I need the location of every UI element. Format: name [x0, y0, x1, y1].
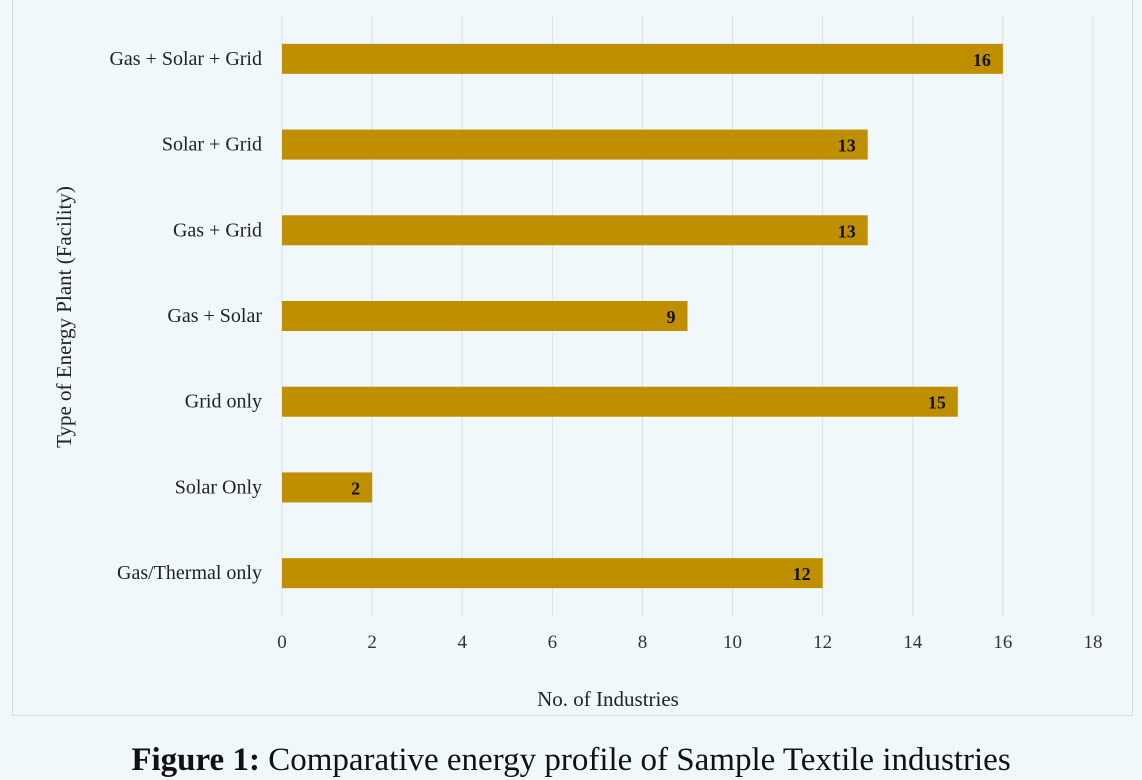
bar: [282, 129, 868, 160]
bar-chart: 16 13 13 9 15 2 12 Gas + Solar + Grid Solar + G…: [52, 16, 1103, 711]
figure-caption: Figure 1: Comparative energy profile of …: [0, 742, 1142, 779]
category-label: Solar Only: [175, 476, 262, 498]
x-tick-label: 16: [993, 632, 1012, 653]
x-tick-label: 18: [1084, 632, 1103, 653]
caption-label: Figure 1:: [131, 742, 260, 778]
chart-frame: [12, 0, 1133, 716]
x-tick-label: 4: [457, 632, 467, 653]
x-tick-label: 2: [367, 632, 377, 653]
x-tick-label: 14: [903, 632, 923, 653]
x-tick-label: 8: [638, 632, 648, 653]
caption-text: Comparative energy profile of Sample Tex…: [268, 742, 1011, 778]
x-tick-label: 6: [548, 632, 558, 653]
category-label: Gas/Thermal only: [117, 562, 262, 584]
category-label: Solar + Grid: [162, 134, 262, 156]
bar: [282, 386, 958, 417]
bar-data-label: 2: [351, 478, 360, 498]
x-tick-label: 10: [723, 632, 742, 653]
x-tick-label: 12: [813, 632, 832, 653]
bars: 16 13 13 9 15 2 12: [282, 43, 1003, 589]
bar: [282, 558, 823, 589]
bar-data-label: 13: [838, 136, 856, 156]
category-label: Gas + Solar: [167, 305, 262, 327]
bar: [282, 301, 688, 331]
x-tick-labels: 0 2 4 6 8 10 12 14 16 18: [277, 632, 1102, 653]
category-label: Gas + Grid: [173, 219, 262, 241]
bar: [282, 43, 1003, 74]
bar-data-label: 15: [928, 393, 946, 413]
bar-data-label: 9: [667, 307, 676, 327]
bar-data-label: 12: [793, 564, 811, 584]
x-axis-label: No. of Industries: [537, 687, 679, 711]
bar: [282, 472, 373, 503]
bar-data-label: 16: [973, 50, 991, 70]
category-label: Gas + Solar + Grid: [109, 48, 262, 70]
category-label: Grid only: [185, 391, 262, 413]
bar: [282, 215, 868, 246]
category-labels: Gas + Solar + Grid Solar + Grid Gas + Grid…: [109, 48, 262, 584]
y-axis-label: Type of Energy Plant (Facility): [52, 186, 76, 448]
x-tick-label: 0: [277, 632, 287, 653]
bar-data-label: 13: [838, 221, 856, 241]
